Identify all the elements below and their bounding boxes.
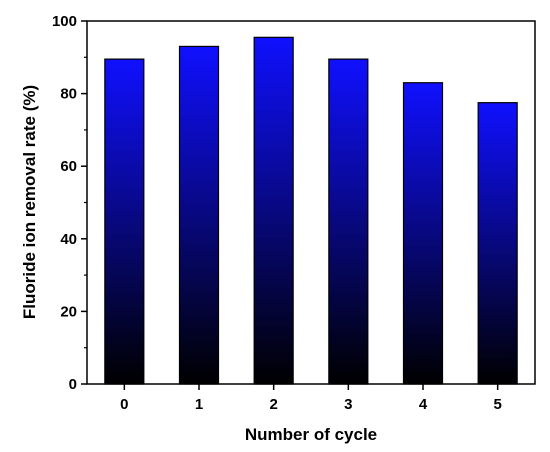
plot-frame bbox=[86, 20, 536, 385]
y-tick-label: 100 bbox=[52, 13, 77, 30]
x-tick-label: 5 bbox=[493, 396, 501, 413]
bar-cycle-1 bbox=[178, 45, 220, 385]
bar-cycle-5 bbox=[477, 102, 518, 385]
y-tick-label: 80 bbox=[60, 86, 77, 103]
x-tick-label: 2 bbox=[269, 396, 277, 413]
y-tick-label: 20 bbox=[60, 303, 77, 320]
bar-cycle-0 bbox=[104, 58, 145, 385]
y-tick-label: 60 bbox=[60, 158, 77, 175]
bar-cycle-4 bbox=[402, 82, 444, 385]
x-tick-label: 3 bbox=[344, 396, 352, 413]
x-tick-label: 1 bbox=[195, 396, 203, 413]
bars-group bbox=[104, 36, 518, 385]
y-tick-label: 0 bbox=[69, 376, 77, 393]
bar-cycle-2 bbox=[253, 36, 294, 385]
y-tick-label: 40 bbox=[60, 231, 77, 248]
bar-cycle-3 bbox=[328, 58, 369, 385]
y-axis-title: Fluoride ion removal rate (%) bbox=[20, 85, 39, 319]
x-axis-title: Number of cycle bbox=[245, 425, 377, 444]
ticks-group: 0 1 2 3 4 5 0 20 40 60 80 100 bbox=[52, 13, 502, 413]
x-tick-label: 4 bbox=[419, 396, 428, 413]
x-tick-label: 0 bbox=[120, 396, 128, 413]
